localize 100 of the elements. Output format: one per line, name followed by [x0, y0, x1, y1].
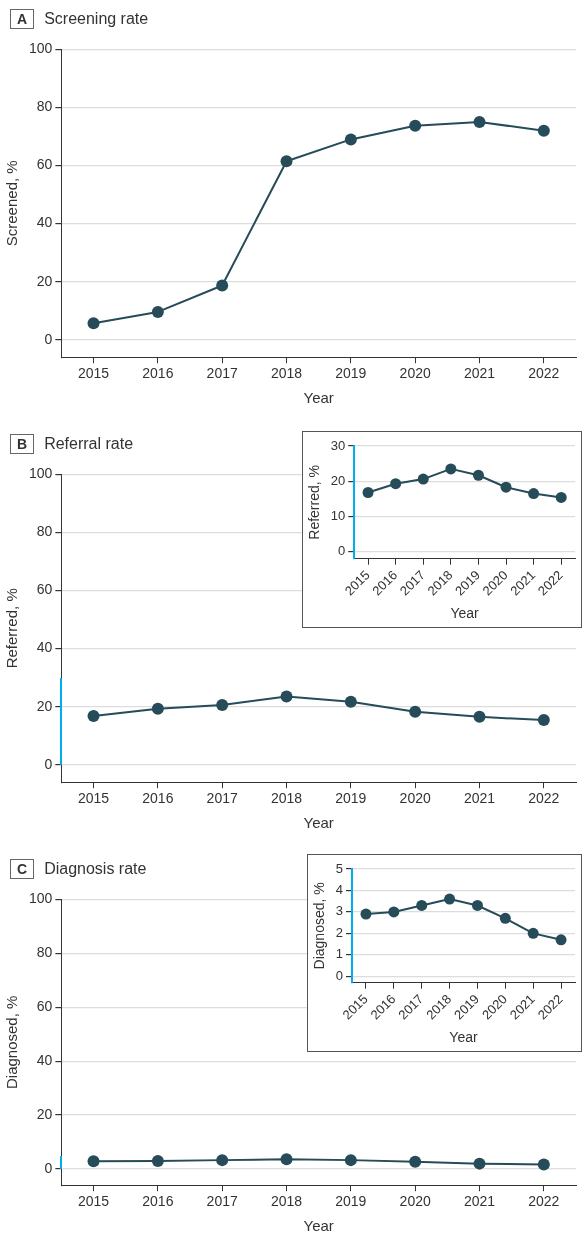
- point: [151, 305, 164, 318]
- point: [151, 702, 164, 715]
- y-tick-label: 20: [36, 1105, 53, 1122]
- y-tick-label: 2: [335, 924, 344, 940]
- x-tick-label: 2016: [142, 790, 174, 807]
- point: [344, 133, 357, 146]
- point: [471, 899, 483, 911]
- x-axis-title: Year: [449, 1029, 478, 1046]
- x-tick-label: 2019: [335, 365, 367, 382]
- y-tick-label: 20: [330, 472, 346, 488]
- point: [555, 934, 567, 946]
- y-tick-label: 0: [335, 967, 344, 983]
- y-axis-title: Diagnosed, %: [311, 882, 328, 970]
- x-tick-label: 2018: [270, 1193, 303, 1210]
- point: [362, 487, 374, 498]
- y-axis-title: Screened, %: [3, 160, 21, 247]
- point: [216, 279, 229, 292]
- y-tick-label: 20: [36, 272, 53, 289]
- x-tick-label: 2018: [270, 790, 303, 807]
- y-tick-label: 0: [44, 330, 53, 347]
- y-tick-label: 60: [36, 581, 53, 598]
- x-tick-label: 2016: [142, 1193, 174, 1210]
- x-tick-label: 2017: [206, 365, 238, 382]
- y-tick-label: 10: [330, 508, 346, 524]
- y-tick-label: 0: [44, 1159, 53, 1176]
- y-tick-label: 5: [335, 860, 344, 876]
- text: C: [10, 859, 35, 879]
- point: [527, 927, 539, 939]
- point: [555, 491, 567, 503]
- x-tick-label: 2017: [206, 790, 238, 807]
- chart-title: Screening rate: [44, 10, 149, 28]
- point: [417, 473, 429, 485]
- x-tick-label: 2020: [399, 790, 431, 807]
- y-tick-label: 80: [36, 523, 53, 540]
- y-tick-label: 80: [36, 944, 53, 961]
- x-tick-label: 2019: [335, 1193, 367, 1210]
- y-axis-title: Referred, %: [306, 465, 323, 540]
- text: A: [10, 9, 35, 29]
- y-tick-label: 60: [36, 156, 53, 173]
- point: [87, 709, 100, 722]
- y-tick-label: 20: [36, 697, 53, 714]
- y-tick-label: 3: [335, 903, 344, 919]
- y-tick-label: 4: [335, 882, 344, 898]
- x-tick-label: 2017: [206, 1193, 238, 1210]
- y-axis-title: Referred, %: [3, 588, 21, 669]
- point: [344, 695, 357, 708]
- x-tick-label: 2021: [463, 790, 496, 807]
- point: [500, 481, 512, 493]
- y-tick-label: 100: [29, 890, 53, 907]
- point: [416, 899, 428, 911]
- point: [444, 893, 456, 905]
- x-tick-label: 2022: [528, 1193, 560, 1210]
- point: [473, 710, 486, 723]
- point: [528, 488, 540, 500]
- point: [280, 690, 293, 703]
- y-tick-label: 40: [36, 639, 53, 656]
- point: [537, 714, 550, 727]
- x-tick-label: 2020: [399, 365, 431, 382]
- y-tick-label: 40: [36, 1052, 53, 1069]
- point: [390, 478, 402, 490]
- point: [280, 155, 293, 168]
- y-tick-label: 100: [29, 465, 53, 482]
- x-axis-title: Year: [303, 814, 334, 832]
- y-tick-label: 1: [335, 946, 344, 962]
- y-tick-label: 60: [36, 998, 53, 1015]
- x-tick-label: 2015: [77, 790, 110, 807]
- x-tick-label: 2022: [528, 790, 560, 807]
- x-tick-label: 2015: [77, 1193, 110, 1210]
- x-tick-label: 2019: [335, 790, 367, 807]
- x-axis-title: Year: [303, 389, 334, 407]
- point: [87, 317, 100, 330]
- point: [537, 124, 550, 137]
- point: [445, 463, 457, 475]
- x-tick-label: 2018: [270, 365, 303, 382]
- x-tick-label: 2022: [528, 365, 560, 382]
- point: [472, 469, 484, 481]
- y-tick-label: 0: [44, 755, 53, 772]
- chart-title: Referral rate: [44, 435, 134, 453]
- x-tick-label: 2021: [463, 365, 496, 382]
- y-axis-title: Diagnosed, %: [3, 995, 21, 1089]
- x-tick-label: 2015: [77, 365, 110, 382]
- x-tick-label: 2020: [399, 1193, 431, 1210]
- x-axis-title: Year: [303, 1217, 334, 1235]
- x-tick-label: 2021: [463, 1193, 496, 1210]
- text: B: [10, 434, 35, 454]
- x-tick-label: 2016: [142, 365, 174, 382]
- point: [499, 912, 511, 924]
- chart-title: Diagnosis rate: [44, 860, 147, 878]
- point: [473, 115, 486, 128]
- y-tick-label: 40: [36, 214, 53, 231]
- point: [388, 906, 400, 918]
- y-tick-label: 0: [338, 543, 346, 559]
- y-tick-label: 100: [29, 40, 53, 57]
- point: [409, 119, 422, 132]
- x-axis-title: Year: [450, 605, 480, 622]
- y-tick-label: 80: [36, 98, 53, 115]
- y-tick-label: 30: [330, 437, 346, 453]
- point: [216, 698, 229, 711]
- point: [409, 705, 422, 718]
- point: [360, 908, 372, 920]
